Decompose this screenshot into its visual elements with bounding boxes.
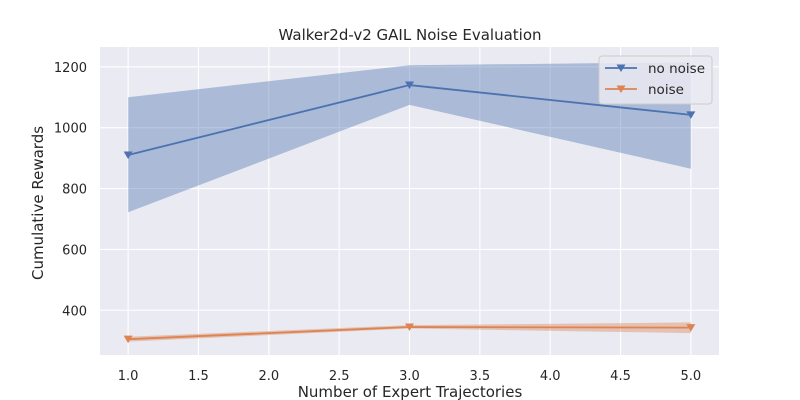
- legend-label-no-noise: no noise: [648, 61, 705, 77]
- noise-marker: [686, 324, 696, 332]
- x-tick-label: 2.0: [258, 369, 279, 384]
- no-noise-marker: [123, 151, 133, 160]
- no-noise-marker: [405, 81, 414, 90]
- x-tick-label: 1.0: [118, 369, 139, 384]
- x-tick-label: 3.0: [399, 369, 420, 384]
- x-tick-label: 3.5: [469, 369, 490, 384]
- chart-title: Walker2d-v2 GAIL Noise Evaluation: [279, 26, 542, 44]
- x-tick-label: 5.0: [681, 369, 702, 384]
- x-axis-ticks: 1.0 1.5 2.0 2.5 3.0 3.5 4.0 4.5 5.0: [118, 369, 701, 384]
- x-tick-label: 2.5: [329, 369, 350, 384]
- y-tick-label: 1200: [54, 61, 87, 76]
- legend-label-noise: noise: [648, 82, 684, 98]
- x-tick-label: 4.0: [540, 369, 561, 384]
- legend-marker-no-noise: [616, 64, 626, 72]
- legend-marker-noise: [616, 85, 626, 93]
- x-tick-label: 1.5: [188, 369, 209, 384]
- x-axis-label: Number of Expert Trajectories: [298, 383, 523, 400]
- noise-marker: [405, 323, 414, 331]
- y-tick-label: 800: [62, 183, 87, 198]
- y-tick-label: 1000: [54, 122, 87, 137]
- legend: no noise noise: [598, 55, 713, 105]
- series-markers: [123, 81, 696, 344]
- no-noise-marker: [686, 111, 696, 119]
- y-axis-label: Cumulative Rewards: [29, 126, 47, 280]
- y-axis-ticks: 400 600 800 1000 1200: [54, 61, 87, 319]
- x-tick-label: 4.5: [610, 369, 631, 384]
- noise-marker: [123, 335, 133, 344]
- y-tick-label: 600: [62, 243, 87, 258]
- y-tick-label: 400: [62, 304, 87, 319]
